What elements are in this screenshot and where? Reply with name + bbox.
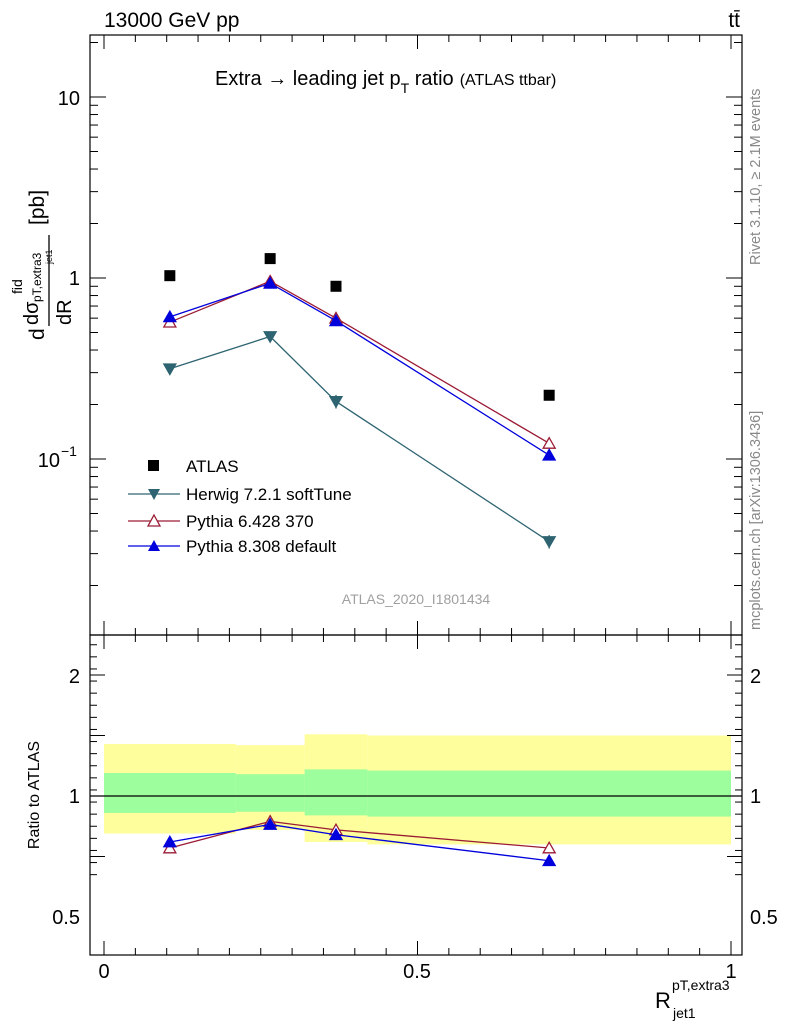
ratio-y-axis-label: Ratio to ATLAS <box>26 741 43 849</box>
pythia8-marker <box>162 309 177 323</box>
ratio-tick-label-right-0.5: 0.5 <box>750 907 778 929</box>
herwig-marker <box>263 331 278 344</box>
svg-text:d: d <box>26 328 49 340</box>
legend-label-pythia8: Pythia 8.308 default <box>186 537 337 556</box>
ratio-tick-label-right-2: 2 <box>750 666 761 688</box>
legend-marker-herwig <box>148 489 160 500</box>
ratio-tick-label-1: 1 <box>69 786 80 808</box>
ratio-tick-label-0.5: 0.5 <box>52 907 80 929</box>
atlas-data-point <box>264 253 276 265</box>
svg-text:pT,extra3: pT,extra3 <box>672 977 730 993</box>
svg-text:dR: dR <box>54 299 76 325</box>
atlas-data-point <box>164 270 176 282</box>
ratio-band-inner <box>367 770 731 817</box>
legend-marker-pythia6 <box>146 513 162 527</box>
ratio-tick-label-right-1: 1 <box>750 786 761 808</box>
y-tick-label-1: 1 <box>69 268 80 290</box>
pythia6-marker <box>542 436 557 449</box>
svg-text:fid: fid <box>9 279 25 294</box>
legend: ATLAS Herwig 7.2.1 softTune Pythia 6.428… <box>128 457 352 556</box>
analysis-id-label: ATLAS_2020_I1801434 <box>342 591 491 607</box>
svg-text:dσ: dσ <box>21 301 43 325</box>
pythia8-marker <box>263 276 278 289</box>
legend-label-pythia6: Pythia 6.428 370 <box>186 512 314 531</box>
pythia8-ratio-marker <box>328 827 344 841</box>
mcplots-label: mcplots.cern.ch [arXiv:1306.3436] <box>748 411 764 630</box>
herwig-marker <box>542 536 557 549</box>
ratio-axis-ticks <box>90 635 742 955</box>
ratio-band-inner <box>304 769 368 816</box>
svg-text:10: 10 <box>38 450 60 472</box>
y-tick-label-10: 10 <box>58 88 80 110</box>
main-series-layer <box>162 253 557 549</box>
main-panel: Extra → leading jet pT ratio (ATLAS ttbar… <box>9 34 743 636</box>
svg-text:R: R <box>655 988 671 1013</box>
herwig-marker <box>162 363 177 376</box>
herwig-line <box>169 335 550 543</box>
herwig-marker <box>328 395 344 409</box>
pythia8-ratio-marker <box>263 817 278 830</box>
pythia6-line <box>169 280 550 444</box>
ratio-series-layer <box>162 814 557 867</box>
ratio-band-inner <box>104 773 236 813</box>
rivet-version-label: Rivet 3.1.10, ≥ 2.1M events <box>748 89 764 265</box>
ratio-tick-label-2: 2 <box>69 666 80 688</box>
process-label: tt̄ <box>728 9 740 32</box>
svg-text:−1: −1 <box>61 443 77 459</box>
x-axis-label: R pT,extra3 jet1 <box>655 977 730 1021</box>
main-y-axis-label: d dσ fid pT,extra3 jet1 dR [pb] <box>9 190 76 340</box>
legend-marker-atlas <box>148 460 159 471</box>
svg-text:[pb]: [pb] <box>26 190 49 225</box>
x-tick-label-0: 0 <box>98 961 109 983</box>
svg-text:jet1: jet1 <box>672 1005 696 1021</box>
legend-label-atlas: ATLAS <box>186 457 239 476</box>
pythia8-ratio-marker <box>542 853 557 867</box>
pythia6-ratio-line <box>169 820 550 849</box>
ratio-band-inner <box>235 774 305 812</box>
pythia8-ratio-line <box>169 823 550 862</box>
main-axis-ticks <box>90 35 742 635</box>
plot-title: Extra → leading jet pT ratio (ATLAS ttbar… <box>215 68 556 96</box>
pythia6-ratio-marker <box>542 841 557 854</box>
y-tick-label-0.1: 10 −1 <box>38 443 77 472</box>
legend-label-herwig: Herwig 7.2.1 softTune <box>186 485 352 504</box>
atlas-data-point <box>543 389 555 401</box>
ratio-uncertainty-bands <box>90 734 742 845</box>
x-tick-label-0.5: 0.5 <box>403 961 431 983</box>
pythia6-ratio-marker <box>162 841 177 854</box>
energy-label: 13000 GeV pp <box>104 9 239 32</box>
ratio-panel: Ratio to ATLAS 2 1 0.5 2 1 0.5 0 0.5 1 R… <box>26 634 778 1021</box>
x-tick-label-1: 1 <box>725 961 736 983</box>
pythia8-marker <box>328 313 344 327</box>
pythia8-marker <box>542 448 557 461</box>
legend-marker-pythia8 <box>148 540 160 551</box>
atlas-data-point <box>330 280 342 292</box>
svg-text:pT,extra3: pT,extra3 <box>30 252 44 302</box>
pythia8-ratio-marker <box>162 834 177 848</box>
pythia8-line <box>169 282 550 456</box>
ratio-frame <box>89 634 743 956</box>
